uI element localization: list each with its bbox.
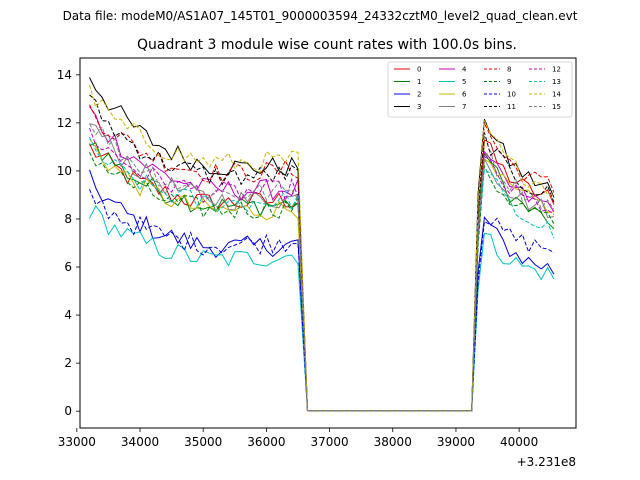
legend-label-2: 2 [417,91,421,99]
x-tick-label: 35000 [184,435,222,449]
legend-label-1: 1 [417,78,421,86]
chart-suptitle: Data file: modeM0/AS1A07_145T01_90000035… [63,9,578,23]
legend-label-5: 5 [462,78,466,86]
series-line-0 [89,139,555,412]
legend-label-11: 11 [507,103,516,111]
legend-label-3: 3 [417,103,421,111]
series-line-10 [89,189,555,412]
series-line-6 [89,138,554,412]
legend-frame [387,61,573,118]
plot-frame [79,57,577,429]
x-tick-label: 38000 [374,435,412,449]
y-axis: 0 2 4 6 8 10 12 14 [57,68,80,418]
series-line-14 [89,84,554,412]
legend-label-12: 12 [552,66,561,74]
legend-label-7: 7 [462,103,466,111]
x-tick-label: 36000 [247,435,285,449]
y-tick-label: 14 [57,68,72,82]
series-layer [89,77,555,412]
legend-label-9: 9 [507,78,511,86]
x-tick-label: 39000 [437,435,475,449]
y-tick-label: 0 [64,404,72,418]
series-line-9 [89,151,555,412]
x-tick-label: 33000 [58,435,96,449]
series-line-8 [89,104,555,412]
legend-label-0: 0 [417,66,421,74]
legend-label-14: 14 [552,91,561,99]
series-line-15 [89,123,555,412]
x-tick-label: 40000 [500,435,538,449]
x-offset-label: +3.231e8 [517,455,576,469]
y-tick-label: 10 [57,164,72,178]
x-tick-label: 34000 [121,435,159,449]
legend-label-15: 15 [552,103,561,111]
x-tick-label: 37000 [310,435,348,449]
series-line-4 [89,106,555,412]
legend-label-6: 6 [462,91,467,99]
y-tick-label: 6 [64,260,72,274]
series-line-13 [89,136,555,412]
legend-label-13: 13 [552,78,561,86]
series-line-5 [89,205,555,412]
legend-label-4: 4 [462,66,467,74]
legend-label-8: 8 [507,66,511,74]
series-line-2 [89,169,555,412]
y-tick-label: 12 [57,116,72,130]
chart-title: Quadrant 3 module wise count rates with … [137,37,517,53]
y-tick-label: 2 [64,356,72,370]
y-tick-label: 4 [64,308,72,322]
y-tick-label: 8 [64,212,72,226]
x-axis: 33000 34000 35000 36000 37000 38000 39000 40000 [58,428,538,449]
legend-label-10: 10 [507,91,516,99]
